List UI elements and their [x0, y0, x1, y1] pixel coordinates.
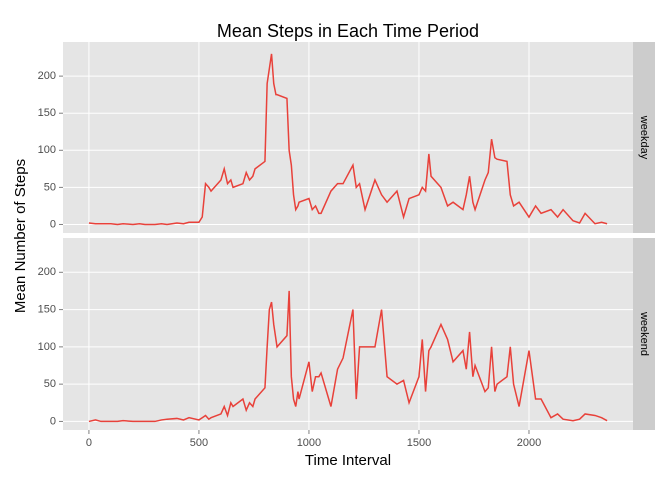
facet-strip: [633, 238, 655, 430]
x-tick-label: 1500: [407, 437, 431, 449]
y-tick-label: 0: [50, 218, 56, 230]
data-line: [88, 290, 608, 423]
x-tick-label: 0: [86, 437, 92, 449]
facet-label: weekend: [638, 311, 650, 356]
y-tick-label: 0: [50, 415, 56, 427]
x-axis-label: Time Interval: [305, 452, 391, 469]
y-tick-label: 100: [38, 144, 56, 156]
facet-label: weekday: [638, 115, 650, 160]
y-tick-label: 150: [38, 107, 56, 119]
y-tick-label: 200: [38, 70, 56, 82]
facet-strip: [633, 42, 655, 233]
data-line: [88, 53, 608, 226]
y-tick-label: 200: [38, 266, 56, 278]
y-axis-label: Mean Number of Steps: [12, 159, 29, 313]
x-tick-label: 2000: [517, 437, 541, 449]
x-tick-label: 500: [190, 437, 208, 449]
y-tick-label: 50: [44, 181, 56, 193]
y-tick-label: 100: [38, 341, 56, 353]
panel-background: [63, 42, 633, 233]
chart-title: Mean Steps in Each Time Period: [217, 21, 479, 41]
x-tick-label: 1000: [297, 437, 321, 449]
y-tick-label: 50: [44, 378, 56, 390]
y-tick-label: 150: [38, 303, 56, 315]
